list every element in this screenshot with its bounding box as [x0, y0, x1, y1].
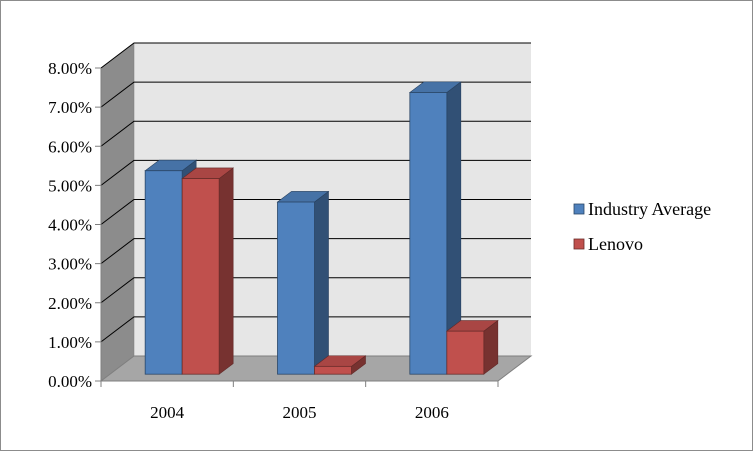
y-tick-label: 4.00% [48, 216, 92, 235]
gridline [100, 81, 531, 108]
legend-label: Lenovo [588, 234, 643, 254]
y-axis: 0.00% 1.00% 2.00% 3.00% 4.00% 5.00% 6.00% 7.00%… [48, 59, 102, 391]
bar-industry-average-2006 [408, 81, 462, 375]
bar-lenovo-2006 [445, 319, 499, 375]
y-tick-label: 2.00% [48, 294, 92, 313]
bar-front [277, 201, 315, 375]
y-tick-label: 5.00% [48, 176, 92, 195]
legend-entry-lenovo: Lenovo [573, 234, 643, 254]
bar-front [314, 365, 352, 375]
bar-lenovo-2004 [181, 167, 235, 375]
x-tick-label: 2006 [415, 403, 449, 422]
legend-label: Industry Average [588, 199, 711, 219]
gridline [100, 159, 531, 186]
bar-industry-average-2005 [276, 190, 330, 375]
bar-front [446, 330, 485, 375]
bar-side [314, 190, 329, 375]
gridline [100, 42, 531, 69]
bar-front [144, 170, 183, 375]
gridline [100, 238, 531, 265]
bar-marks [144, 81, 499, 375]
legend: Industry Average Lenovo [573, 199, 711, 254]
y-tick-label: 8.00% [48, 59, 92, 78]
gridlines [100, 42, 531, 343]
y-tick-label: 7.00% [48, 98, 92, 117]
gridline [100, 316, 531, 343]
gridline [100, 120, 531, 147]
y-tick-label: 6.00% [48, 137, 92, 156]
bar-front [409, 92, 448, 375]
gridline [100, 277, 531, 304]
x-axis: 2004 2005 2006 [100, 380, 499, 422]
bar-lenovo-2005 [313, 355, 367, 375]
bar-front [181, 178, 220, 375]
x-tick-label: 2004 [150, 403, 185, 422]
y-tick-label: 1.00% [48, 333, 92, 352]
y-tick-label: 3.00% [48, 255, 92, 274]
gridline [100, 199, 531, 225]
y-tick-label: 0.00% [48, 372, 92, 391]
x-tick-label: 2005 [283, 403, 317, 422]
legend-entry-industry-average: Industry Average [573, 199, 711, 219]
bar-side [218, 167, 234, 375]
legend-swatch [573, 203, 585, 215]
legend-swatch [573, 238, 585, 250]
